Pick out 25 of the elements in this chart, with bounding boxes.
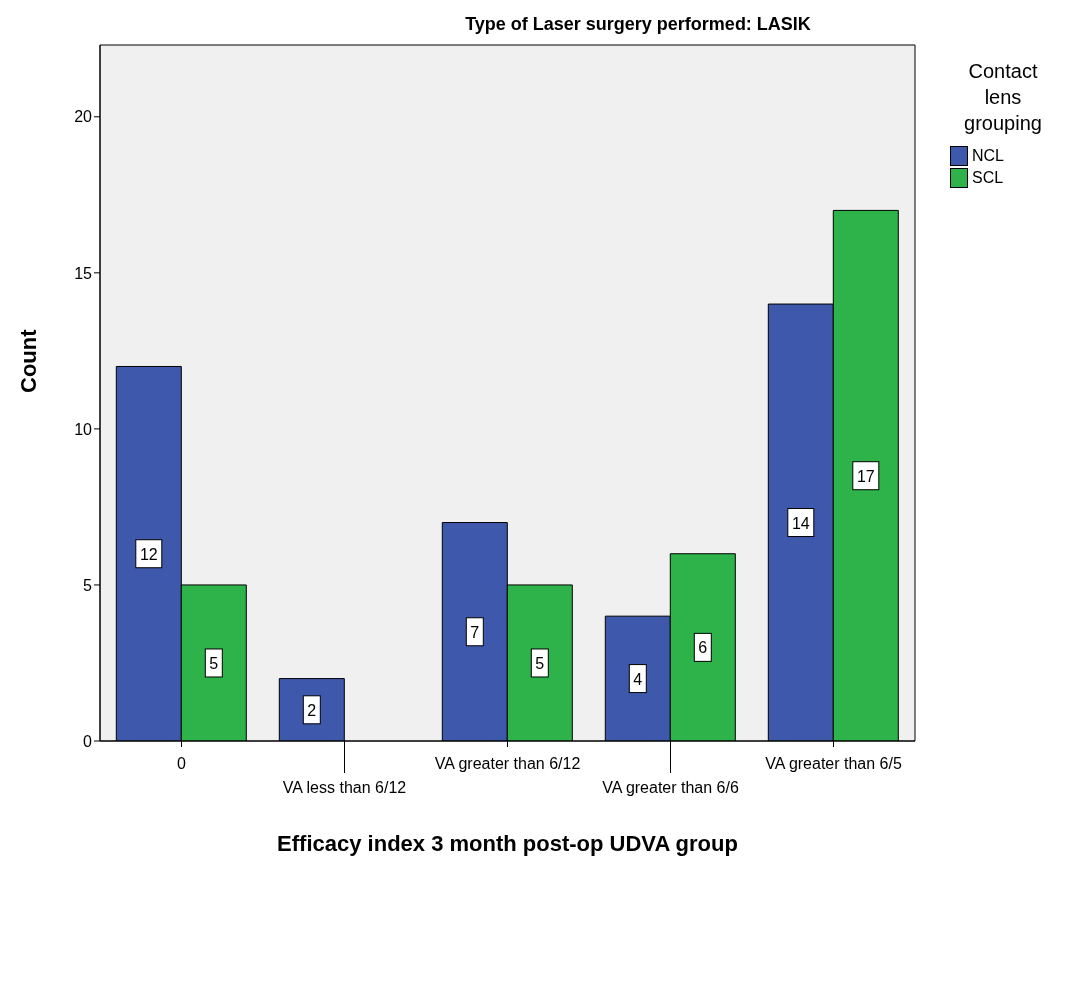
data-label: 7: [470, 623, 480, 641]
data-label: 6: [698, 639, 708, 657]
y-tick-label: 10: [74, 420, 93, 438]
data-label: 17: [856, 467, 875, 485]
chart-title: Type of Laser surgery performed: LASIK: [464, 14, 812, 35]
y-tick-label: 20: [74, 108, 93, 126]
data-label: 5: [535, 654, 545, 672]
data-label: 2: [307, 701, 317, 719]
x-tick-label: VA less than 6/12: [282, 779, 407, 796]
y-tick-label: 0: [83, 732, 93, 750]
y-axis-title: Count: [15, 328, 41, 393]
data-label: 12: [139, 545, 158, 563]
x-tick-label: VA greater than 6/5: [765, 755, 902, 772]
x-tick-label: 0: [177, 755, 187, 772]
x-tick-label: VA greater than 6/6: [602, 779, 739, 796]
data-label: 4: [633, 670, 643, 688]
data-label: 14: [791, 514, 810, 532]
x-axis-title: Efficacy index 3 month post-op UDVA group: [277, 831, 738, 856]
y-tick-label: 5: [83, 576, 93, 594]
data-label: 5: [209, 654, 219, 672]
legend-label: SCL: [972, 169, 1004, 187]
legend-label: NCL: [972, 147, 1005, 165]
y-tick-label: 15: [74, 264, 93, 282]
legend-title: Contact lens grouping: [963, 59, 1043, 136]
x-tick-label: VA greater than 6/12: [434, 755, 581, 772]
